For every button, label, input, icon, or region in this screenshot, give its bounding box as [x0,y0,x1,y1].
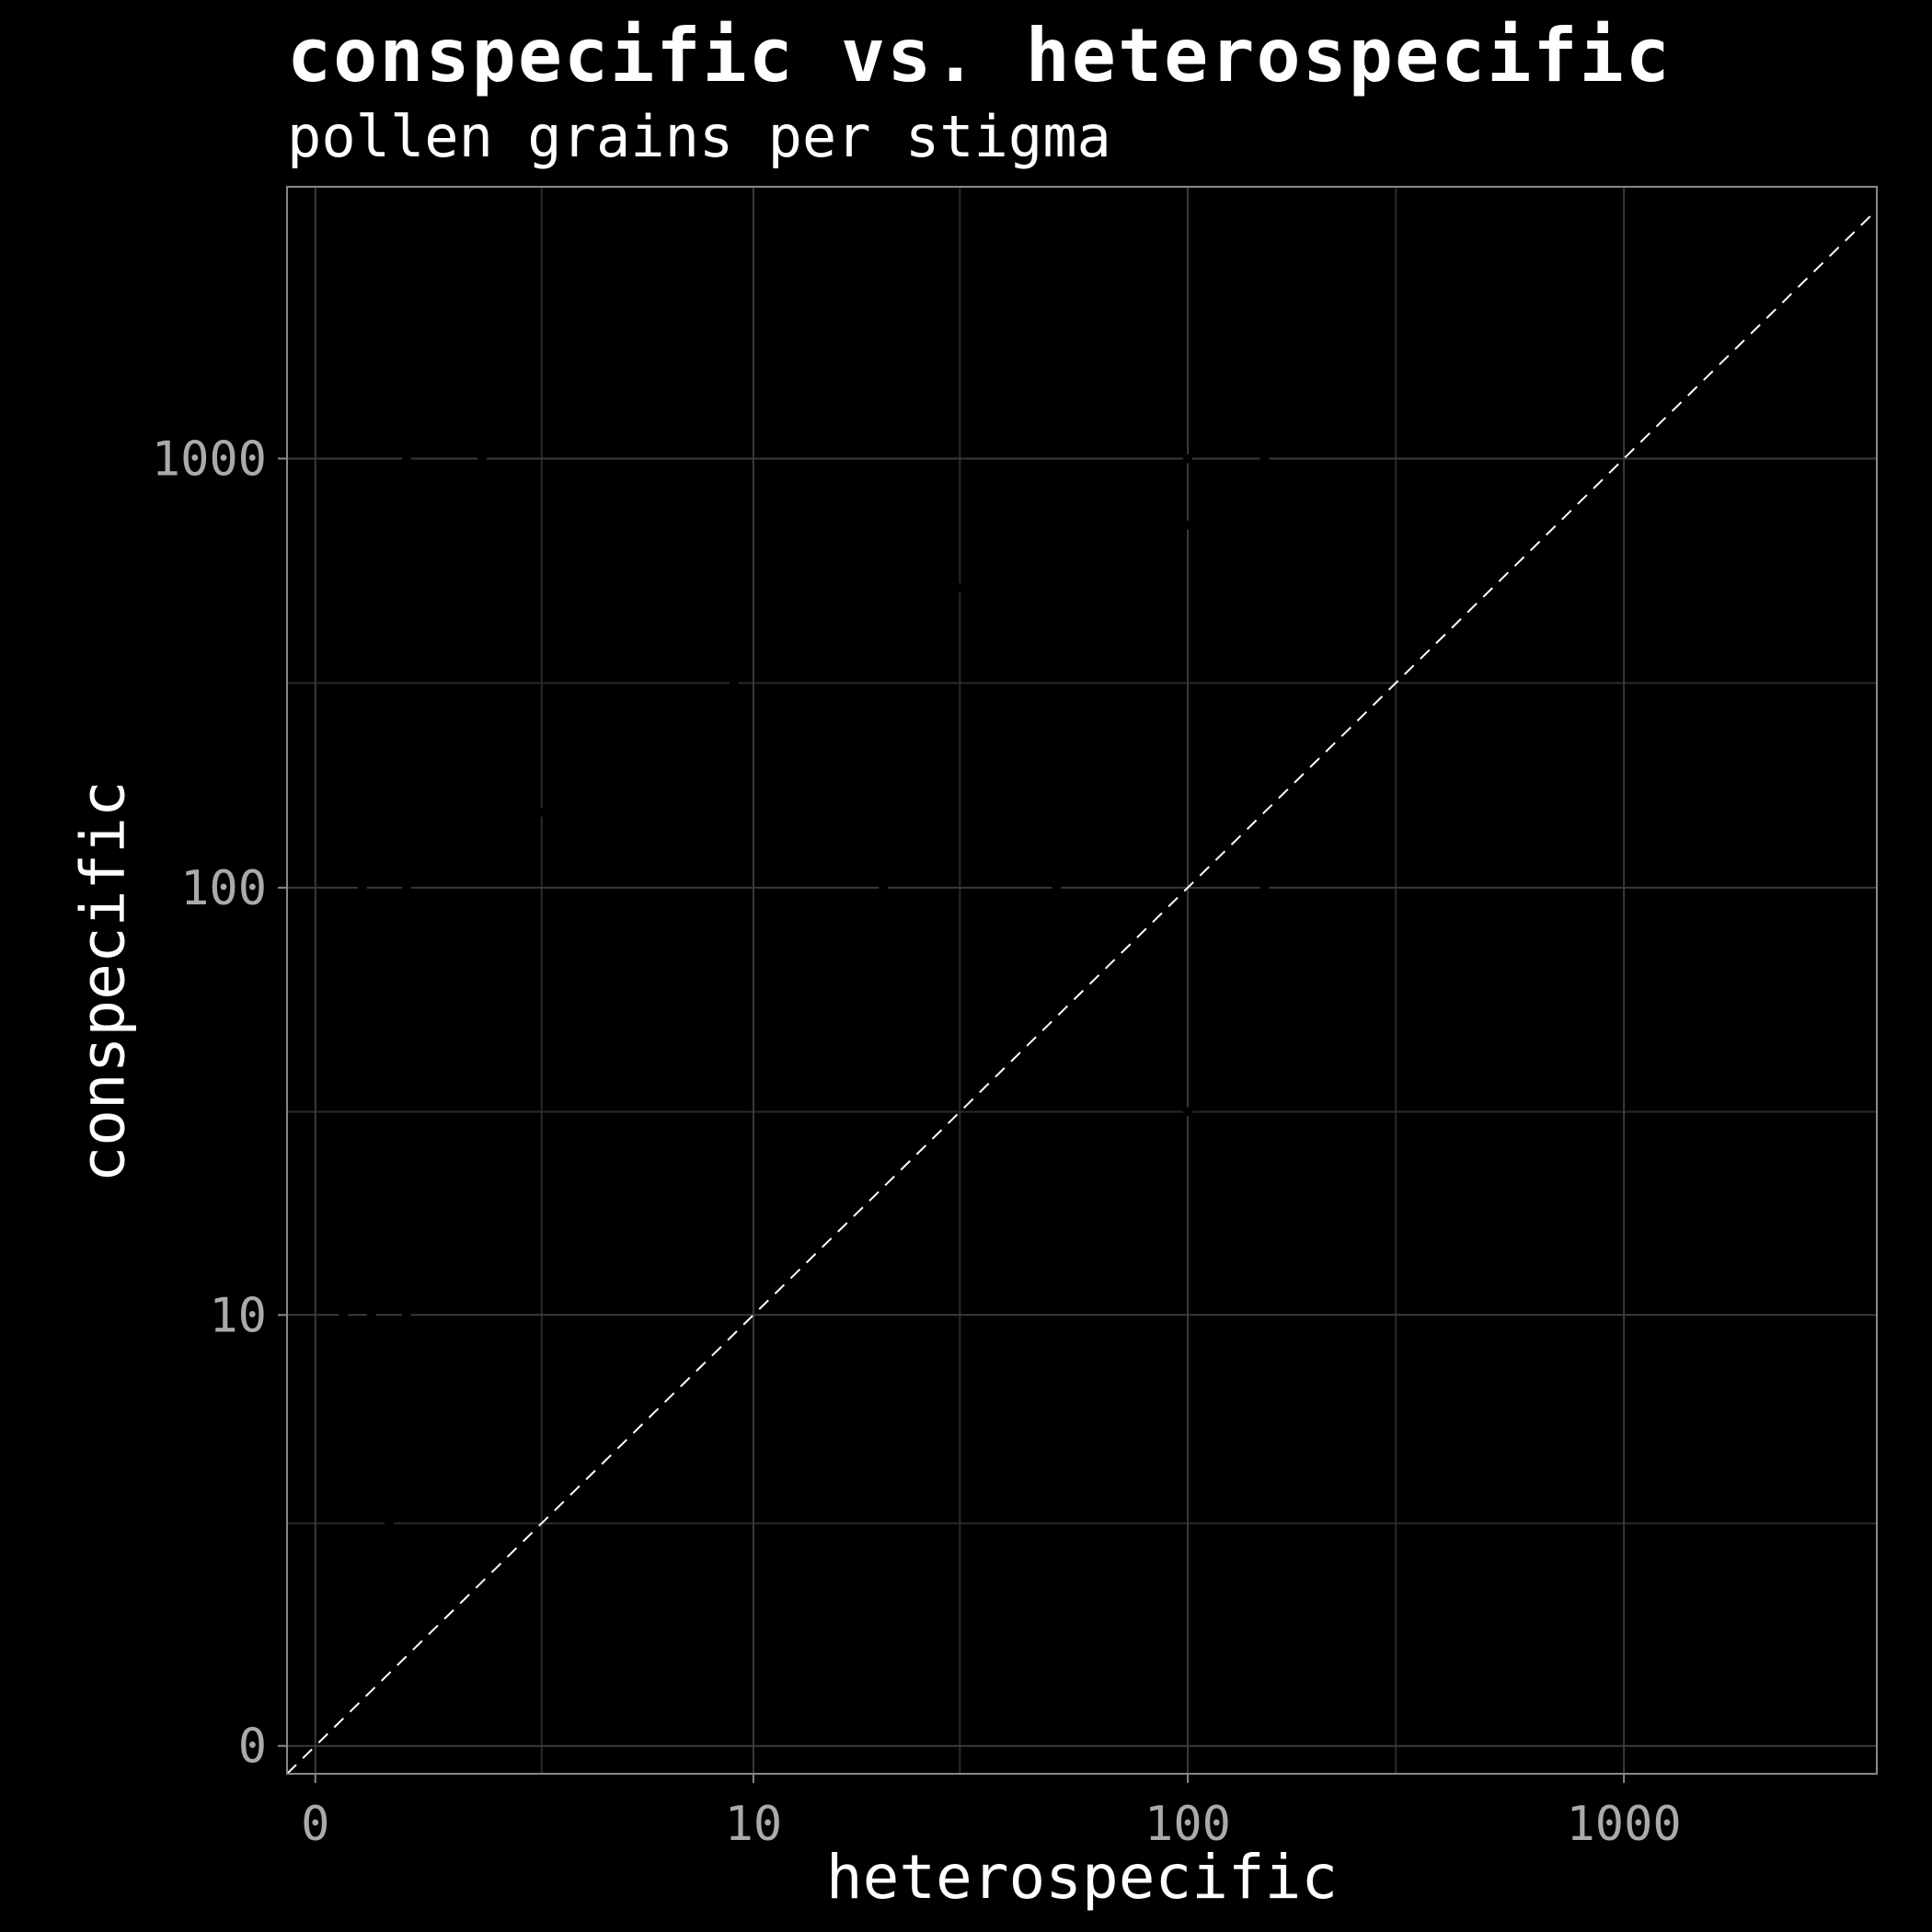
data-point [357,882,367,892]
data-point [339,1310,349,1320]
data-point [401,882,411,892]
x-axis-label: heterospecific [825,1842,1339,1913]
data-point [1009,582,1019,592]
chart-title: conspecific vs. heterospecific [287,13,1672,98]
data-point [477,454,488,464]
x-axis-ticks: 0 10 100 1000 [301,1774,1682,1852]
grid-lines [287,187,1877,1774]
reference-line-layer [286,209,1878,1775]
panel-border [286,186,1878,1775]
x-tick-label: 1000 [1566,1797,1681,1852]
data-point [401,454,411,464]
data-point [1259,454,1270,464]
y-axis-label: conspecific [67,780,139,1183]
data-point [955,582,965,592]
data-point [729,1012,739,1022]
data-point [879,882,889,892]
y-tick-label: 0 [238,1719,267,1775]
data-point [729,678,739,688]
y-tick-label: 1000 [152,431,267,487]
data-point [1183,520,1193,530]
data-point [1052,882,1062,892]
data-point [1259,882,1270,892]
data-point [536,807,546,817]
data-points [320,454,1270,1528]
data-point [385,1518,395,1528]
data-point [401,1012,411,1022]
y-tick-label: 10 [209,1288,267,1343]
identity-reference-line [286,209,1878,1775]
data-point [622,1012,632,1022]
data-point [366,1310,376,1320]
x-tick-label: 10 [725,1797,783,1852]
y-axis-ticks: 0 10 100 1000 [152,431,287,1775]
y-tick-label: 100 [180,861,267,916]
data-point [1183,1107,1193,1117]
data-point [707,582,718,592]
chart-subtitle: pollen grains per stigma [287,103,1111,170]
x-tick-label: 100 [1144,1797,1231,1852]
x-tick-label: 0 [301,1797,329,1852]
data-point [1183,454,1193,464]
data-point [401,1310,411,1320]
data-point [320,1012,330,1022]
